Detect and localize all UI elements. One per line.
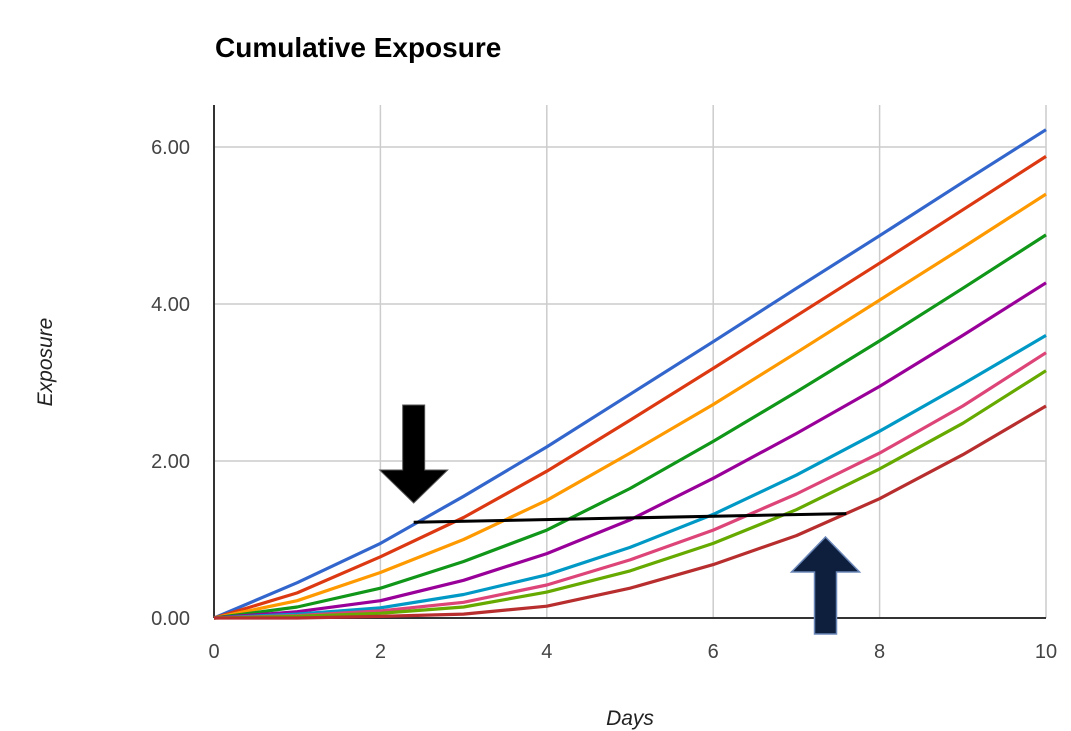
x-tick-label: 4 [541, 641, 552, 663]
chart-title: Cumulative Exposure [215, 32, 501, 63]
tick-labels: 0 2 4 6 8 10 0.00 2.00 4.00 6.00 [151, 137, 1057, 663]
series-line-5 [213, 281, 1047, 620]
x-tick-label: 8 [874, 641, 885, 663]
series-lines [213, 128, 1047, 620]
series-line-8 [213, 369, 1047, 620]
x-axis-label: Days [606, 707, 654, 730]
x-tick-label: 6 [708, 641, 719, 663]
series-line-3 [213, 192, 1047, 620]
y-tick-label: 2.00 [151, 451, 190, 473]
series-line-1 [213, 128, 1047, 620]
x-tick-label: 10 [1035, 641, 1057, 663]
arrow-up-icon [789, 535, 862, 635]
series-line-6 [213, 334, 1047, 620]
series-line-9 [214, 404, 1047, 620]
grid-lines [214, 105, 1047, 618]
annotations [378, 404, 862, 635]
series-line-2 [213, 155, 1047, 620]
y-tick-label: 4.00 [151, 294, 190, 316]
annotation-line [413, 512, 847, 524]
y-axis-label: Exposure [34, 318, 57, 407]
series-line-7 [213, 351, 1047, 620]
y-tick-label: 6.00 [151, 137, 190, 159]
series-line-4 [213, 233, 1047, 620]
arrow-down-icon [378, 404, 449, 504]
y-tick-label: 0.00 [151, 608, 190, 630]
x-tick-label: 0 [208, 641, 219, 663]
x-tick-label: 2 [375, 641, 386, 663]
